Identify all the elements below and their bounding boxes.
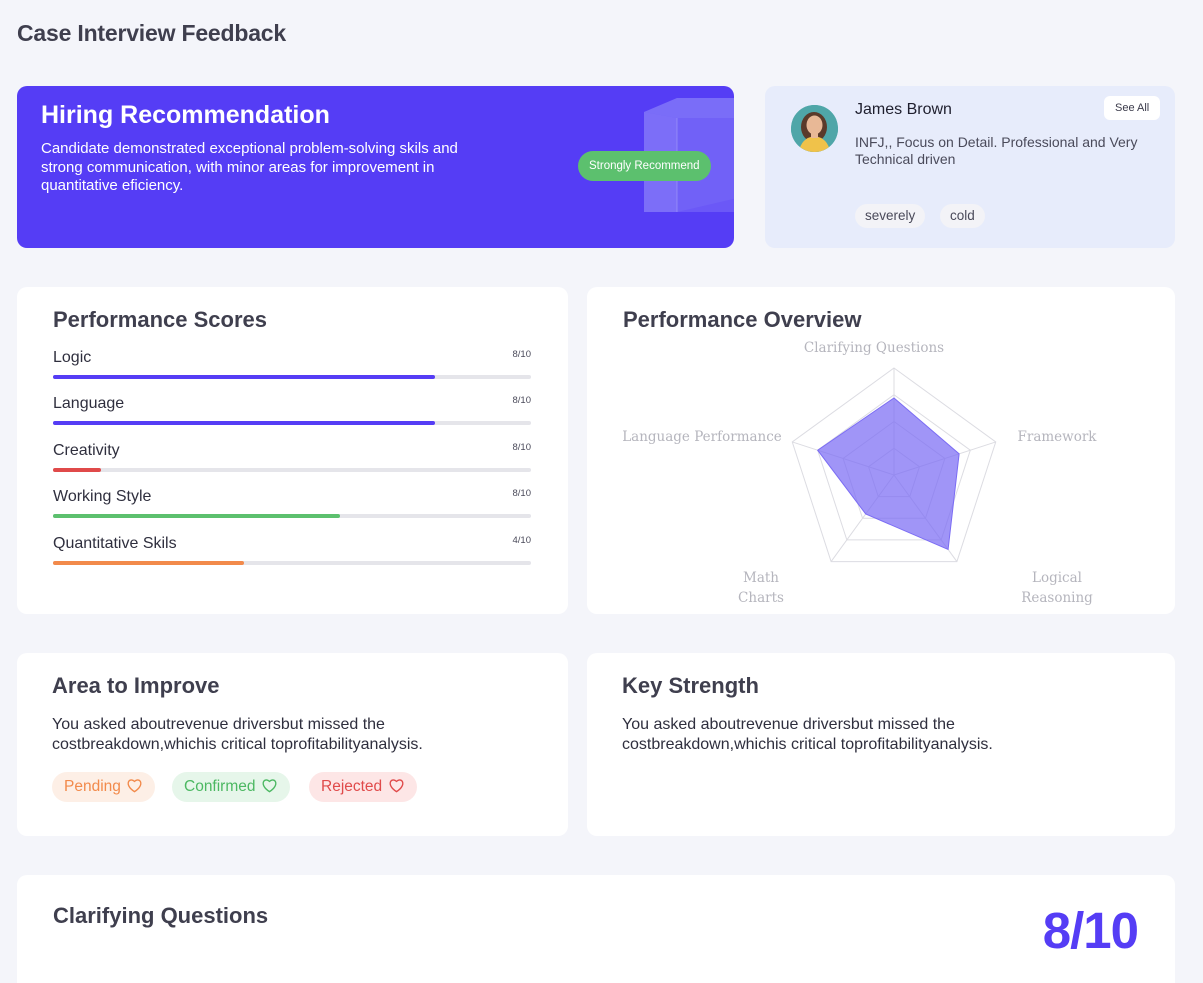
- radar-axis-label: Language Performance: [622, 429, 782, 445]
- score-label: Working Style: [53, 488, 152, 505]
- score-track: [53, 421, 531, 425]
- radar-axis-label: Framework: [1017, 429, 1097, 445]
- score-fill: [53, 375, 436, 379]
- score-label: Logic: [53, 349, 92, 366]
- radar-axis-label: Math Charts: [738, 570, 784, 606]
- candidate-name: James Brown: [855, 101, 952, 118]
- score-value: 8/10: [512, 442, 532, 453]
- hiring-recommendation-description: Candidate demonstrated exceptional probl…: [41, 140, 458, 194]
- performance-scores-card: Performance Scores Logic 8/10 Language 8…: [17, 287, 568, 614]
- rejected-chip[interactable]: Rejected: [309, 772, 417, 802]
- score-label: Creativity: [53, 442, 120, 459]
- score-track: [53, 468, 531, 472]
- avatar: [791, 105, 838, 152]
- see-all-button[interactable]: See All: [1104, 96, 1161, 120]
- heart-icon: [389, 779, 403, 793]
- candidate-description: INFJ,, Focus on Detail. Professional and…: [855, 134, 1138, 167]
- strongly-recommend-badge: Strongly Recommend: [578, 151, 711, 181]
- key-strength-text: You asked aboutrevenue driversbut missed…: [622, 716, 993, 753]
- chip-label: Confirmed: [184, 778, 256, 795]
- radar-data-area: [816, 397, 960, 551]
- score-label: Language: [53, 395, 125, 412]
- performance-scores-title: Performance Scores: [53, 307, 267, 332]
- confirmed-chip[interactable]: Confirmed: [172, 772, 290, 802]
- clarifying-questions-title: Clarifying Questions: [53, 903, 269, 928]
- radar-grid-ring: [791, 367, 997, 563]
- score-label: Quantitative Skils: [53, 535, 177, 552]
- score-value: 8/10: [512, 395, 532, 406]
- heart-icon: [262, 779, 277, 793]
- score-value: 4/10: [512, 535, 532, 546]
- candidate-profile-card: James Brown INFJ,, Focus on Detail. Prof…: [765, 86, 1175, 248]
- key-strength-card: Key Strength You asked aboutrevenue driv…: [587, 653, 1175, 836]
- score-track: [53, 514, 531, 518]
- score-fill: [53, 468, 101, 472]
- performance-overview-card: Performance Overview Clarifying Question…: [587, 287, 1175, 614]
- radar-axis-label: Clarifying Questions: [803, 340, 945, 356]
- score-fill: [53, 561, 245, 565]
- profile-tag: cold: [940, 204, 985, 228]
- score-track: [53, 375, 531, 379]
- chip-label: Rejected: [321, 778, 383, 795]
- hiring-recommendation-title: Hiring Recommendation: [41, 101, 330, 129]
- page-title: Case Interview Feedback: [17, 20, 286, 46]
- radar-axis-label: Logical Reasoning: [1021, 570, 1093, 606]
- score-fill: [53, 514, 340, 518]
- score-fill: [53, 421, 436, 425]
- radar-chart: [791, 367, 997, 563]
- clarifying-questions-card: Clarifying Questions 8/10: [17, 875, 1175, 983]
- pending-chip[interactable]: Pending: [52, 772, 156, 802]
- clarifying-questions-score: 8/10: [1042, 902, 1139, 959]
- score-value: 8/10: [512, 488, 532, 499]
- area-to-improve-card: Area to Improve You asked aboutrevenue d…: [17, 653, 568, 836]
- area-to-improve-title: Area to Improve: [52, 673, 220, 698]
- performance-overview-title: Performance Overview: [623, 307, 862, 332]
- area-to-improve-text: You asked aboutrevenue driversbut missed…: [52, 716, 423, 753]
- key-strength-title: Key Strength: [622, 673, 759, 698]
- score-value: 8/10: [512, 349, 532, 360]
- score-track: [53, 561, 531, 565]
- profile-tag: severely: [855, 204, 926, 228]
- hiring-recommendation-card: Hiring Recommendation Candidate demonstr…: [17, 86, 734, 248]
- chip-label: Pending: [64, 778, 121, 795]
- heart-icon: [127, 779, 142, 793]
